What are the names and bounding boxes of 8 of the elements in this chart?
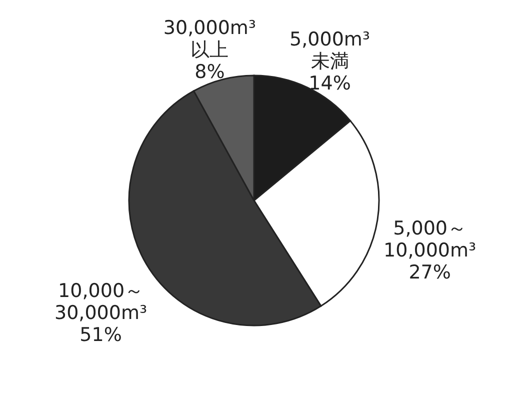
data-label: 14% [308, 72, 351, 94]
data-label: 27% [408, 261, 451, 284]
data-label: 51% [80, 324, 122, 346]
slice-label: 30,000m³ 以上 [163, 17, 256, 62]
slice-label: 10,000～ 30,000m³ [54, 280, 148, 324]
slice-label: 5,000～ 10,000m³ [384, 217, 476, 262]
slice-label: 5,000m³ 未満 [290, 28, 370, 72]
data-label: 8% [194, 61, 225, 84]
